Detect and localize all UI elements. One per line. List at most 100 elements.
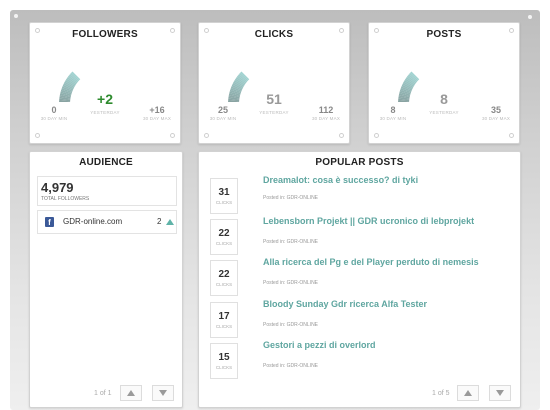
total-followers-box: 4,979 TOTAL FOLLOWERS [37,176,177,206]
gauge-arc-segment [59,95,71,99]
card-dot [509,133,514,138]
post-title-link[interactable]: Dreamalot: cosa è successo? di tyki [263,175,419,185]
popular-posts-card: POPULAR POSTS 31 CLICKS Dreamalot: cosa … [198,151,521,408]
gauge-arc-segment [228,95,240,99]
gauge-arc-segment [228,98,240,102]
gauge-value: 8 [440,91,448,107]
post-clicks-label: CLICKS [215,324,233,329]
post-title-link[interactable]: Bloody Sunday Gdr ricerca Alfa Tester [263,299,428,309]
audience-source-name: GDR-online.com [63,217,123,226]
post-item: 22 CLICKS Lebensborn Projekt || GDR ucro… [210,216,510,259]
post-category: Posted in: GDR-ONLINE [263,322,319,328]
gauge-arc-segment [239,72,249,82]
gauge-arc-segment [64,81,75,89]
post-clicks-label: CLICKS [215,365,233,370]
facebook-icon: f [45,217,54,227]
gauge-arc-segment [236,75,247,84]
arrow-up-icon [464,390,472,396]
gauge-arc-segment [409,72,419,82]
gauge-arc-segment [230,86,242,92]
card-dot [374,28,379,33]
gauge-middle-label: YESTERDAY [259,110,289,115]
audience-source-row[interactable]: f GDR-online.com 2 [37,210,177,234]
post-title-link[interactable]: Gestori a pezzi di overlord [263,340,376,350]
gauge-arc-segment [398,100,410,102]
gauge-arc-segment [68,74,79,83]
gauge-arc-segment [403,79,415,87]
gauge-arc-segment [240,71,250,81]
gauge-arc-segment [60,89,72,95]
gauge-arc-segment [400,86,412,92]
posts-next-button[interactable] [489,385,511,401]
gauge-arc-segment [229,89,241,95]
post-clicks-box: 17 CLICKS [210,302,238,338]
dashboard-board: FOLLOWERS +2 YESTERDAY 0 30 DAY MIN +16 … [10,10,540,410]
gauge-title: FOLLOWERS [72,29,138,40]
gauge-arc-segment [410,71,420,81]
gauge-min-value: 0 [51,105,57,115]
gauge-max: 112 30 DAY MAX [303,105,349,121]
card-dot [170,28,175,33]
gauge-max-value: +16 [149,105,165,115]
gauge-arc-segment [228,96,240,100]
post-title-link[interactable]: Alla ricerca del Pg e del Player perduto… [263,257,479,267]
post-clicks-box: 15 CLICKS [210,343,238,379]
audience-prev-button[interactable] [120,385,142,401]
gauge-max: 35 30 DAY MAX [473,105,519,121]
gauge-arc-segment [237,74,248,83]
posts-gauge-dial [398,71,420,102]
card-dot [170,133,175,138]
gauge-arc-segment [70,72,80,82]
post-item: 15 CLICKS Gestori a pezzi di overlord Po… [210,340,510,383]
gauge-arc-segment [61,86,73,92]
gauge-arc-segment [398,95,410,99]
gauge-arc-segment [230,88,242,94]
board-pin [528,15,532,19]
gauge-arc-segment [234,78,245,86]
gauge-min-value: 25 [217,105,228,115]
gauge-arc-segment [60,91,72,96]
gauge-min: 0 30 DAY MIN [31,105,77,121]
card-dot [204,28,209,33]
gauge-arc-segment [235,76,246,85]
gauge-arc-segment [61,88,73,94]
posts-gauge-card: POSTS 8 YESTERDAY 8 30 DAY MIN 35 30 DAY… [368,22,520,144]
gauge-min: 8 30 DAY MIN [370,105,416,121]
card-dot [374,133,379,138]
audience-pager-text: 1 of 1 [94,390,112,397]
post-category: Posted in: GDR-ONLINE [263,363,319,369]
popular-posts-title: POPULAR POSTS [315,157,404,168]
card-dot [339,133,344,138]
gauge-arc-segment [66,76,77,85]
post-clicks-box: 22 CLICKS [210,219,238,255]
post-title-link[interactable]: Lebensborn Projekt || GDR ucronico di le… [263,216,475,226]
gauge-min-value: 8 [390,105,396,115]
post-item: 17 CLICKS Bloody Sunday Gdr ricerca Alfa… [210,299,510,342]
gauge-arc-segment [64,79,76,87]
arrow-up-icon [127,390,135,396]
card-dot [339,28,344,33]
total-followers-value: 4,979 [41,180,74,195]
gauge-arc-segment [63,83,74,90]
card-dot [204,133,209,138]
gauge-arc-segment [232,83,243,90]
gauge-max: +16 30 DAY MAX [134,105,180,121]
gauge-title: POSTS [426,29,462,40]
audience-next-button[interactable] [152,385,174,401]
followers-gauge-dial [59,71,81,102]
post-clicks-label: CLICKS [215,241,233,246]
post-click-count: 22 [218,269,230,280]
gauge-middle-label: YESTERDAY [90,110,120,115]
gauge-arc-segment [398,96,410,100]
posts-prev-button[interactable] [457,385,479,401]
gauge-arc-segment [67,75,78,84]
gauge-arc-segment [229,91,241,96]
arrow-down-icon [159,390,167,396]
gauge-min-label: 30 DAY MIN [40,116,68,121]
arrow-down-icon [496,390,504,396]
post-item: 22 CLICKS Alla ricerca del Pg e del Play… [210,257,510,300]
board-pin [14,14,18,18]
gauge-middle-label: YESTERDAY [429,110,459,115]
followers-gauge-card: FOLLOWERS +2 YESTERDAY 0 30 DAY MIN +16 … [29,22,181,144]
gauge-title: CLICKS [254,29,294,40]
